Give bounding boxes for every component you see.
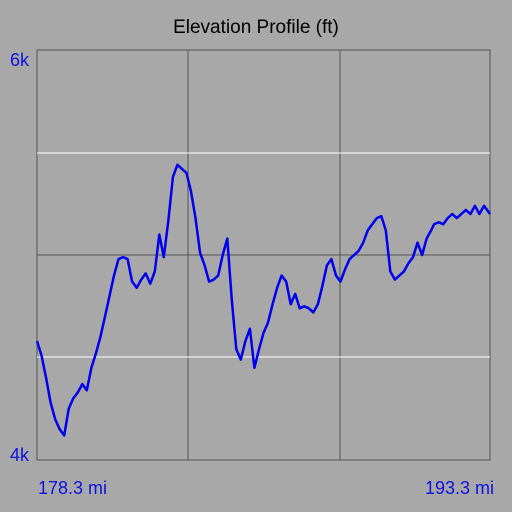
elevation-series-line [35,163,492,437]
y-tick-label-bottom: 4k [10,445,30,465]
y-tick-label-top: 6k [10,50,30,70]
x-tick-label-right: 193.3 mi [424,478,494,498]
x-tick-label-left: 178.3 mi [38,478,108,498]
chart-title: Elevation Profile (ft) [173,17,339,38]
